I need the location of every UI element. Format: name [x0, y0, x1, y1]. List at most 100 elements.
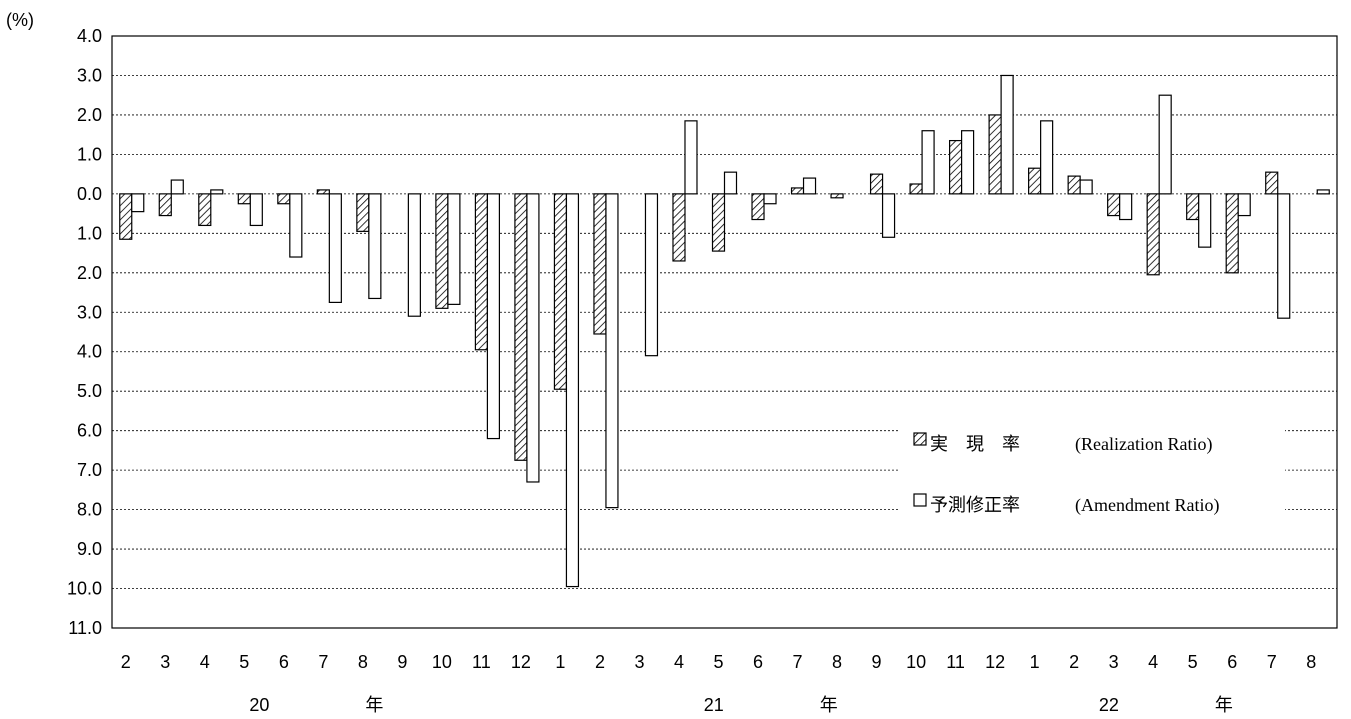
y-axis-ticks: 4.0 3.0 2.0 1.0 0.0 1.0 2.0 3.0 4.0 5.0 6.0 7.0 8.0 9… — [67, 26, 102, 638]
x-tick-label: 6 — [1227, 652, 1237, 672]
legend: 実 現 率 (Realization Ratio) 予測修正率 (Amendme… — [900, 422, 1285, 520]
bar-realization — [1107, 193, 1121, 217]
x-tick-label: 6 — [279, 652, 289, 672]
bar-realization — [237, 193, 251, 205]
bar-amendment — [763, 193, 777, 205]
y-tick-label: 3.0 — [77, 65, 102, 85]
bar-amendment — [1277, 193, 1291, 319]
bar-amendment — [723, 171, 738, 195]
year-label: 21 — [704, 695, 724, 715]
x-tick-label: 9 — [872, 652, 882, 672]
bar-amendment — [565, 193, 580, 588]
bar-realization — [119, 193, 133, 240]
bar-realization — [474, 193, 489, 351]
year-label: 20 — [249, 695, 269, 715]
bar-realization — [751, 193, 765, 221]
x-tick-label: 4 — [674, 652, 684, 672]
x-tick-label: 7 — [1267, 652, 1277, 672]
bar-amendment — [131, 193, 145, 213]
bar-amendment — [881, 193, 896, 238]
bar-realization — [435, 193, 449, 309]
bar-realization — [790, 187, 805, 195]
plot-area-frame — [111, 35, 1338, 629]
bar-realization — [316, 189, 330, 195]
bar-realization — [514, 193, 528, 461]
x-tick-label: 10 — [906, 652, 926, 672]
x-tick-label: 1 — [1030, 652, 1040, 672]
x-tick-label: 12 — [985, 652, 1005, 672]
x-tick-label: 8 — [358, 652, 368, 672]
x-tick-label: 5 — [1188, 652, 1198, 672]
bar-realization — [948, 139, 963, 195]
bar-amendment — [1316, 189, 1330, 195]
year-suffix: 年 — [820, 695, 838, 716]
y-tick-label: 11.0 — [68, 618, 102, 638]
bar-realization — [198, 193, 212, 227]
bar-realization — [593, 193, 607, 335]
y-tick-label: 4.0 — [77, 26, 102, 46]
x-tick-label: 3 — [1109, 652, 1119, 672]
x-tick-label: 7 — [793, 652, 803, 672]
x-axis-ticks: 2 3 4 5 6 7 8 9 10 11 12 1 2 3 4 5 6 7 8 9 10 11 12 1 2 3 4 5 6 7 8 — [121, 652, 1316, 672]
bar-amendment — [447, 193, 461, 305]
bar-realization — [672, 193, 686, 262]
bar-amendment — [1158, 94, 1172, 195]
bar-realization — [869, 173, 884, 195]
y-tick-label: 1.0 — [77, 144, 102, 164]
bar-amendment — [486, 193, 501, 440]
x-tick-label: 8 — [1306, 652, 1316, 672]
bar-amendment — [289, 193, 303, 258]
bar-amendment — [368, 193, 382, 300]
bar-amendment — [960, 130, 975, 195]
bar-amendment — [407, 193, 421, 317]
y-tick-label: 9.0 — [77, 539, 102, 559]
legend-label-realization-en: (Realization Ratio) — [1075, 434, 1212, 455]
year-label: 22 — [1099, 695, 1119, 715]
x-tick-label: 4 — [200, 652, 210, 672]
x-tick-label: 5 — [713, 652, 723, 672]
bar-amendment — [1198, 193, 1212, 248]
y-tick-label: 10.0 — [67, 579, 102, 599]
x-tick-label: 3 — [634, 652, 644, 672]
legend-label-realization-ja: 実 現 率 — [930, 434, 1020, 455]
year-suffix: 年 — [1215, 695, 1233, 716]
bars — [119, 74, 1330, 588]
bar-realization — [1028, 167, 1042, 195]
legend-label-amendment-en: (Amendment Ratio) — [1075, 495, 1219, 516]
bar-realization — [1265, 171, 1279, 195]
bar-amendment — [249, 193, 263, 227]
x-tick-label: 4 — [1148, 652, 1158, 672]
y-tick-label: 2.0 — [77, 105, 102, 125]
x-tick-label: 12 — [511, 652, 531, 672]
x-tick-label: 11 — [946, 652, 965, 672]
bar-amendment — [1237, 193, 1251, 217]
bar-realization — [711, 193, 726, 252]
x-tick-label: 5 — [239, 652, 249, 672]
x-tick-label: 2 — [121, 652, 131, 672]
bar-realization — [1186, 193, 1200, 221]
x-tick-label: 11 — [472, 652, 491, 672]
bar-realization — [553, 193, 568, 390]
x-tick-label: 6 — [753, 652, 763, 672]
y-tick-label: 6.0 — [77, 421, 102, 441]
y-tick-label: 8.0 — [77, 500, 102, 520]
y-tick-label: 7.0 — [77, 460, 102, 480]
y-tick-label: 2.0 — [77, 263, 102, 283]
x-tick-label: 8 — [832, 652, 842, 672]
bar-amendment — [605, 193, 619, 509]
x-tick-label: 1 — [555, 652, 565, 672]
bar-amendment — [802, 177, 817, 195]
bar-amendment — [644, 193, 659, 357]
bar-amendment — [1119, 193, 1133, 221]
x-tick-label: 2 — [595, 652, 605, 672]
y-tick-label: 3.0 — [77, 302, 102, 322]
bar-realization — [988, 114, 1002, 195]
year-labels: 20 年 21 年 22 年 — [249, 695, 1233, 716]
x-tick-label: 2 — [1069, 652, 1079, 672]
x-tick-label: 9 — [397, 652, 407, 672]
y-tick-label: 5.0 — [77, 381, 102, 401]
bar-realization — [830, 193, 844, 199]
bar-amendment — [328, 193, 342, 304]
bar-amendment — [1000, 74, 1014, 195]
